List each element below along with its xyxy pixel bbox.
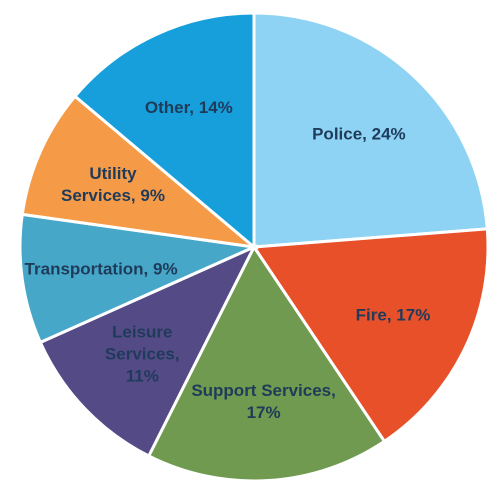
pie-slice-utility-services	[20, 94, 259, 250]
pie-label-other: Other, 14%	[145, 98, 233, 117]
pie-label-transportation: Transportation, 9%	[25, 260, 178, 279]
pie-slice-fire	[251, 227, 490, 444]
pie-label-leisure-services: Leisure Services, 11%	[105, 323, 180, 386]
pie-label-fire: Fire, 17%	[356, 305, 431, 324]
pie-slice-police	[252, 11, 489, 249]
pie-label-police: Police, 24%	[312, 125, 406, 144]
pie-slice-leisure-services	[38, 243, 258, 459]
pie-slice-support-services	[146, 244, 387, 483]
pie-slice-transportation	[18, 212, 260, 345]
pie-slices	[18, 11, 490, 483]
pie-labels: Police, 24% Fire, 17% Support Services, 17%…	[25, 98, 431, 422]
pie-label-support-services: Support Services, 17%	[191, 381, 336, 422]
pie-slice-other	[72, 11, 256, 251]
pie-label-utility-services: Utility Services, 9%	[61, 164, 165, 205]
